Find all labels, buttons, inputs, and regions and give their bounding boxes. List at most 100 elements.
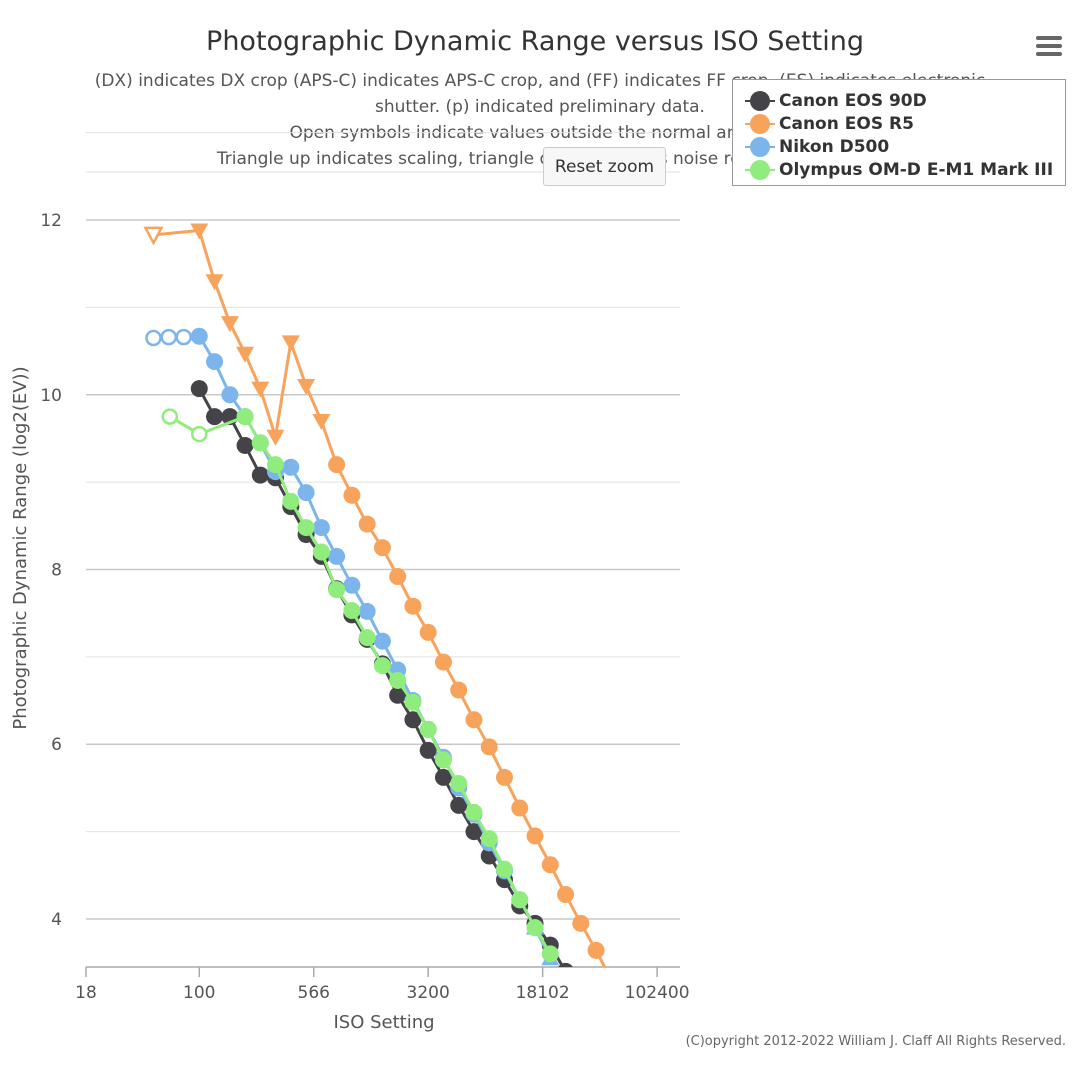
subtitle-line: Triangle up indicates scaling, triangle … <box>216 149 864 169</box>
data-point-triangle-down <box>312 413 331 430</box>
legend-item-canon-eos-90d[interactable]: Canon EOS 90D <box>745 90 927 112</box>
legend-item-canon-eos-r5[interactable]: Canon EOS R5 <box>745 113 914 135</box>
data-point <box>404 693 422 711</box>
data-point <box>343 576 361 594</box>
data-point <box>450 796 468 814</box>
data-point <box>206 408 224 426</box>
data-point <box>282 492 300 510</box>
data-point-open <box>191 425 208 443</box>
data-point <box>541 856 559 874</box>
x-tick-label: 100 <box>183 983 215 1003</box>
data-point <box>328 456 346 474</box>
data-point <box>282 458 300 476</box>
reset-zoom-button[interactable]: Reset zoom <box>543 147 666 186</box>
legend-symbol <box>745 91 775 111</box>
data-point <box>495 768 513 786</box>
data-point <box>373 632 391 650</box>
data-point-open <box>175 328 192 346</box>
legend-symbol <box>745 160 775 180</box>
data-point-triangle-down <box>220 316 239 333</box>
data-point <box>465 823 483 841</box>
x-tick-label: 3200 <box>407 983 450 1003</box>
legend-label: Canon EOS R5 <box>779 114 914 134</box>
data-point-triangle-down <box>266 429 285 446</box>
x-tick-label: 18102 <box>516 983 570 1003</box>
data-point <box>434 768 452 786</box>
series-layer <box>143 223 620 989</box>
data-point <box>373 657 391 675</box>
data-point <box>434 653 452 671</box>
data-point-triangle-down <box>190 223 209 240</box>
x-tick-label: 18 <box>75 983 97 1003</box>
data-point <box>587 941 605 959</box>
data-point <box>328 547 346 565</box>
x-axis-label: ISO Setting <box>333 1012 434 1033</box>
data-point <box>358 602 376 620</box>
legend-label: Canon EOS 90D <box>779 91 927 111</box>
data-point <box>419 741 437 759</box>
chart-menu-button[interactable] <box>1030 32 1068 64</box>
hamburger-menu-icon <box>1036 36 1062 40</box>
legend-item-olympus-om-d-e-m1-mark-iii[interactable]: Olympus OM-D E-M1 Mark III <box>745 159 1053 181</box>
data-point <box>603 972 620 989</box>
data-point <box>389 671 407 689</box>
data-point <box>480 830 498 848</box>
y-tick-label: 4 <box>51 910 62 930</box>
data-point-triangle-down-open <box>143 226 164 246</box>
data-point <box>465 711 483 729</box>
data-point <box>541 945 559 963</box>
data-point <box>404 711 422 729</box>
data-point <box>343 486 361 504</box>
data-point-triangle-down <box>205 274 224 291</box>
data-point <box>251 466 269 484</box>
data-point <box>236 436 254 454</box>
y-tick-label: 12 <box>40 211 62 231</box>
grid <box>86 132 680 920</box>
data-point <box>389 686 407 704</box>
axes: 4 6 8 10 12 18 100 566 3200 18102 102400 <box>40 211 689 1003</box>
y-tick-label: 6 <box>51 735 62 755</box>
data-point <box>389 567 407 585</box>
y-tick-label: 8 <box>51 561 62 581</box>
data-point <box>373 539 391 557</box>
x-tick-label: 102400 <box>625 983 690 1003</box>
data-point <box>557 885 575 903</box>
data-point <box>236 408 254 426</box>
data-point <box>511 891 529 909</box>
chart-title: Photographic Dynamic Range versus ISO Se… <box>206 26 864 57</box>
hamburger-menu-icon <box>1036 52 1062 56</box>
legend: Canon EOS 90D Canon EOS R5 Nikon D500 Ol… <box>732 79 1066 186</box>
data-point-open <box>145 329 162 347</box>
data-point <box>419 623 437 641</box>
data-point <box>297 484 315 502</box>
legend-label: Nikon D500 <box>779 137 890 157</box>
data-point <box>266 456 284 474</box>
data-point <box>450 775 468 793</box>
data-point <box>297 519 315 537</box>
data-point <box>312 519 330 537</box>
data-point <box>526 919 544 937</box>
legend-item-nikon-d500[interactable]: Nikon D500 <box>745 136 889 158</box>
data-point <box>450 681 468 699</box>
data-point <box>206 353 224 371</box>
data-point <box>328 581 346 599</box>
hamburger-menu-icon <box>1036 44 1062 48</box>
data-point <box>343 602 361 620</box>
data-point <box>358 629 376 647</box>
data-point-open <box>161 408 179 425</box>
series-canon-eos-r5 <box>143 223 620 989</box>
data-point <box>465 803 483 821</box>
data-point <box>526 827 544 845</box>
data-point <box>190 380 208 398</box>
data-point <box>480 738 498 756</box>
data-point-triangle-down <box>251 381 270 398</box>
x-tick-label: 566 <box>298 983 330 1003</box>
data-point <box>358 515 376 533</box>
data-point <box>312 543 330 561</box>
data-point <box>434 751 452 769</box>
data-point <box>221 386 239 404</box>
data-point <box>495 860 513 878</box>
data-point <box>511 799 529 817</box>
subtitle-line: shutter. (p) indicated preliminary data. <box>375 97 705 117</box>
